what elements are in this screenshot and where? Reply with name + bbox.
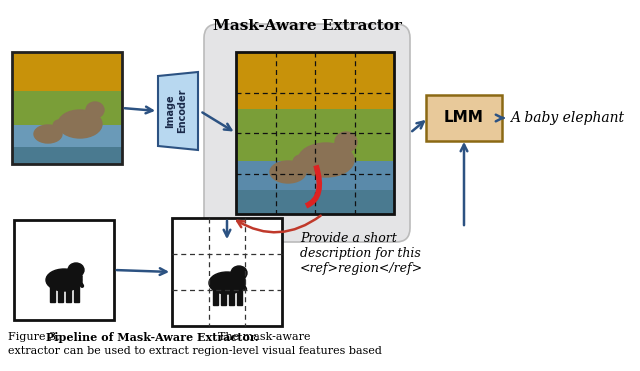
Bar [12,52,122,164]
Ellipse shape [335,132,357,152]
Bar [12,137,122,164]
Ellipse shape [58,110,102,138]
Ellipse shape [293,155,309,169]
Bar [58,286,63,302]
Bar [12,147,122,164]
Bar [74,286,79,302]
FancyBboxPatch shape [204,24,410,242]
Bar [172,218,282,326]
Bar [12,91,122,125]
Bar [237,289,242,305]
Text: The mask-aware: The mask-aware [211,332,310,342]
Bar [66,286,71,302]
Bar [236,190,394,214]
FancyArrowPatch shape [80,276,82,286]
Bar [221,289,226,305]
Bar [12,125,122,147]
Bar [236,52,394,214]
FancyBboxPatch shape [426,95,502,141]
Polygon shape [158,72,198,150]
Ellipse shape [209,272,245,294]
Ellipse shape [68,263,84,277]
Bar [12,117,122,137]
Bar [213,289,218,305]
Bar [14,220,114,320]
Bar [50,286,55,302]
Ellipse shape [46,269,82,291]
Bar [12,95,122,117]
Bar [229,289,234,305]
Bar [12,52,122,95]
Text: Provide a short
description for this
<ref>region</ref>: Provide a short description for this <re… [300,232,423,275]
Text: Image
Encoder: Image Encoder [165,89,187,133]
FancyArrowPatch shape [243,279,245,289]
Bar [236,52,394,214]
Text: LMM: LMM [444,111,484,125]
Text: Figure 3:: Figure 3: [8,332,63,342]
Bar [12,52,122,164]
Text: Mask-Aware Extractor: Mask-Aware Extractor [212,19,401,33]
Bar [236,109,394,161]
Ellipse shape [34,125,62,143]
Ellipse shape [231,266,247,280]
Ellipse shape [86,102,104,118]
Ellipse shape [270,161,306,183]
Ellipse shape [298,143,354,177]
Bar [236,161,394,190]
Text: Pipeline of Mask-Aware Extractor.: Pipeline of Mask-Aware Extractor. [46,332,259,343]
Ellipse shape [53,120,65,132]
Text: extractor can be used to extract region-level visual features based: extractor can be used to extract region-… [8,346,382,356]
Text: A baby elephant: A baby elephant [510,111,624,125]
